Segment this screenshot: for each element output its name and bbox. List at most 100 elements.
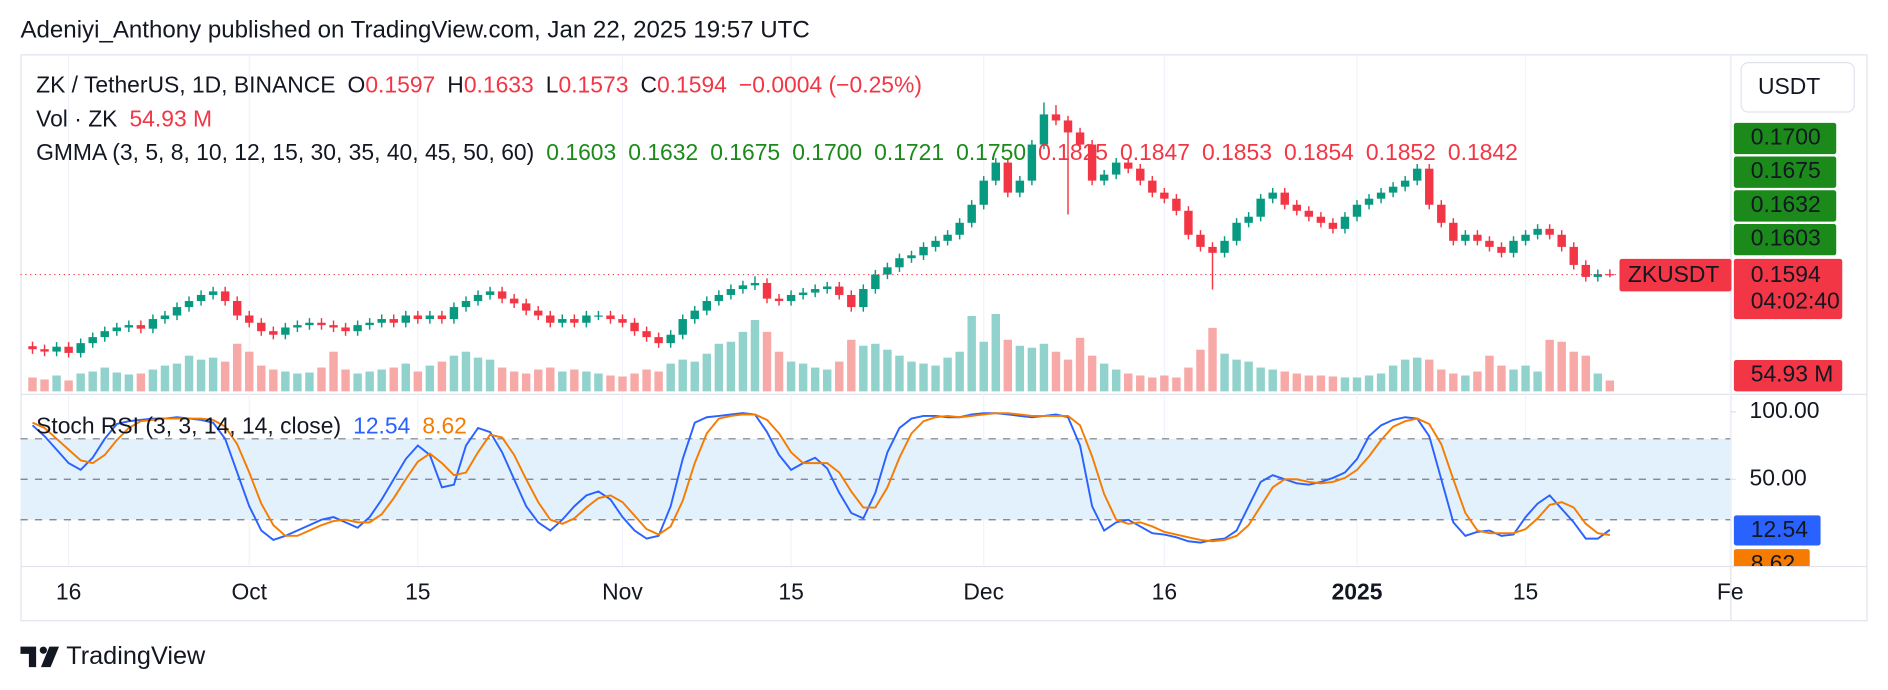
candle-body	[690, 310, 699, 320]
symbol-label: ZKUSDT	[1628, 261, 1719, 287]
candle-body	[1015, 180, 1025, 193]
volume-bar	[425, 365, 435, 392]
volume-bar	[931, 365, 940, 392]
volume-bar	[112, 372, 122, 392]
volume-bar	[1593, 373, 1603, 392]
axes: 16 Oct 15 Nov 15 Dec 16 2025 15 Fe 0.1700 0.1675 0.1…	[56, 122, 1843, 605]
volume-bar	[365, 371, 374, 392]
volume-bar	[401, 363, 410, 392]
candle-body	[678, 319, 687, 335]
volume-bar	[449, 355, 459, 392]
candle-body	[413, 315, 423, 320]
candle-body	[232, 301, 242, 316]
stoch-value: 12.54	[353, 413, 410, 439]
volume-bar	[594, 373, 603, 392]
candle-body	[943, 234, 952, 241]
volume-bar	[461, 351, 471, 392]
candle-body	[329, 325, 338, 328]
candle-body	[497, 291, 507, 299]
volume-bar	[208, 357, 218, 392]
close-letter: C	[640, 72, 657, 98]
candle-body	[401, 315, 410, 323]
volume-bar	[1124, 373, 1133, 392]
candle-body	[702, 301, 712, 311]
candle-body	[1039, 114, 1049, 145]
volume-bar	[1003, 339, 1013, 392]
candle-body	[1425, 168, 1434, 205]
candle-body	[594, 315, 603, 317]
volume-bar	[835, 361, 844, 392]
volume-bar	[558, 371, 567, 392]
candle-body	[1172, 198, 1181, 211]
volume-bar	[546, 367, 555, 392]
candle-body	[1593, 274, 1603, 277]
volume-bar	[245, 351, 254, 392]
candle-body	[871, 274, 880, 290]
volume-bar	[1581, 355, 1590, 392]
candle-body	[822, 286, 832, 290]
volume-bar	[521, 373, 531, 392]
x-tick-label: Oct	[231, 579, 267, 605]
open-value: 0.1597	[365, 72, 435, 98]
candle-body	[642, 331, 651, 338]
candle-body	[606, 315, 615, 320]
volume-bar	[1400, 359, 1410, 392]
candle-body	[281, 327, 290, 335]
volume-bar	[738, 331, 748, 392]
candle-body	[786, 294, 796, 302]
stoch-legend: Stoch RSI (3, 3, 14, 14, close) 12.54 8.62	[36, 413, 467, 439]
volume-bar	[1015, 345, 1025, 392]
volume-bar	[678, 359, 687, 392]
volume-bar	[1328, 376, 1338, 392]
candle-body	[714, 294, 724, 302]
volume-bar	[1545, 339, 1554, 392]
candle-body	[1449, 222, 1458, 241]
volume-box	[1733, 360, 1843, 392]
low-letter: L	[546, 72, 559, 98]
volume-bar	[967, 315, 976, 392]
volume-bar	[726, 341, 736, 392]
candle-body	[1292, 204, 1302, 211]
candle-body	[1400, 180, 1410, 187]
gmma-short-value: 0.1700	[792, 139, 862, 165]
candle-body	[1148, 180, 1157, 193]
candle-body	[124, 325, 134, 328]
volume-bar	[859, 345, 868, 392]
candle-body	[1027, 144, 1037, 181]
candle-body	[257, 322, 266, 332]
candle-body	[389, 319, 398, 323]
footer-brand: TradingView	[66, 642, 206, 670]
gmma-price-label: 0.1603	[1751, 225, 1821, 251]
candle-body	[1244, 216, 1253, 223]
candle-body	[1087, 144, 1097, 181]
volume-bar	[847, 339, 856, 392]
gmma-price-label: 0.1675	[1751, 157, 1821, 183]
volume-bar	[1412, 357, 1422, 392]
volume-bar	[871, 343, 880, 392]
candle-body	[1196, 234, 1205, 247]
gmma-price-box	[1733, 223, 1837, 256]
currency-button[interactable]	[1740, 62, 1855, 113]
candle-body	[1328, 222, 1338, 229]
volume-bar	[64, 380, 73, 392]
volume-bar	[497, 367, 507, 392]
candle-body	[931, 240, 940, 247]
volume-value: 54.93 M	[129, 105, 212, 131]
candle-body	[461, 301, 471, 308]
stoch-value-box	[1733, 549, 1810, 566]
volume-bar	[88, 371, 97, 392]
candle-body	[798, 292, 808, 295]
volume-bar	[654, 371, 663, 392]
currency[interactable]: USDT	[1758, 73, 1820, 99]
stoch-value-label: 12.54	[1751, 516, 1808, 542]
high-letter: H	[447, 72, 464, 98]
volume-bar	[1051, 351, 1061, 392]
gmma-legend: GMMA (3, 5, 8, 10, 12, 15, 30, 35, 40, 4…	[36, 139, 1518, 165]
candle-body	[582, 315, 591, 323]
candle-body	[88, 337, 97, 344]
candle-body	[1003, 162, 1013, 193]
candle-body	[485, 291, 495, 295]
volume-label: 54.93 M	[1751, 361, 1834, 387]
candle-body	[919, 246, 928, 256]
volume-bar	[293, 373, 302, 392]
